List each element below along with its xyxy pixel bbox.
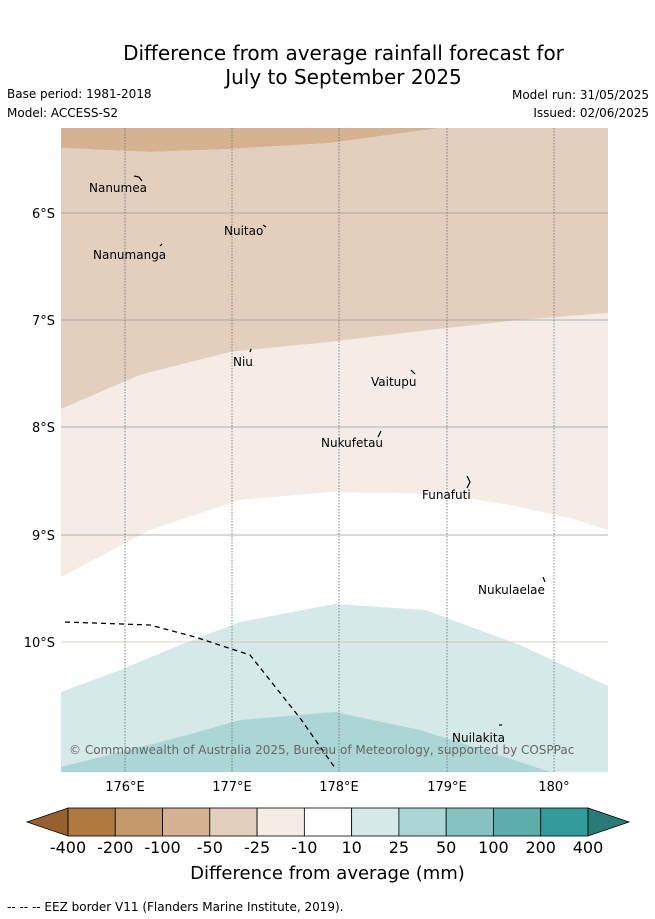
colorbar-tick-label: 10 — [341, 838, 362, 857]
base-period-text: Base period: 1981-2018 — [7, 87, 152, 101]
colorbar-title: Difference from average (mm) — [190, 863, 465, 884]
colorbar-segment — [351, 807, 400, 837]
lat-label-9s: 9°S — [32, 529, 55, 544]
island-label-nukulaelae: Nukulaelae — [478, 583, 545, 597]
island-shapes — [133, 175, 546, 726]
colorbar-segment — [398, 807, 447, 837]
lat-label-10s: 10°S — [24, 636, 55, 651]
colorbar-segment — [209, 807, 258, 837]
colorbar-tick-label: 50 — [435, 838, 457, 857]
region-minus-10 — [61, 313, 608, 577]
colorbar-segment — [67, 807, 116, 837]
island-label-niu: Niu — [233, 355, 253, 369]
island-label-nukufetau: Nukufetau — [321, 436, 383, 450]
lat-label-6s: 6°S — [32, 207, 55, 222]
island-label-vaitupu: Vaitupu — [371, 375, 417, 389]
lat-label-7s: 7°S — [32, 314, 55, 329]
region-minus-25 — [61, 128, 608, 409]
colorbar-tick-label: -25 — [244, 838, 271, 857]
colorbar-tick-label: -10 — [291, 838, 318, 857]
island-shape-nukufetau — [377, 430, 382, 438]
eez-legend-footer: -- -- -- EEZ border V11 (Flanders Marine… — [7, 900, 344, 914]
region-plus-25 — [61, 712, 550, 772]
lon-label-176e: 176°E — [105, 780, 145, 795]
model-text: Model: ACCESS-S2 — [7, 106, 119, 120]
latitude-gridlines — [61, 212, 608, 643]
island-shape-vaitupu — [410, 369, 416, 375]
island-label-funafuti: Funafuti — [422, 488, 471, 502]
colorbar-segment — [493, 807, 542, 837]
colorbar-segments — [67, 807, 589, 837]
colorbar-segment — [303, 807, 353, 837]
island-label-nuitao: Nuitao — [224, 224, 263, 238]
island-shape-nanumea — [133, 175, 143, 182]
island-shape-niu — [249, 348, 252, 353]
island-shape-funafuti — [466, 475, 471, 489]
colorbar-segment — [445, 807, 494, 837]
lon-label-179e: 179°E — [427, 780, 467, 795]
region-plus-10 — [61, 604, 608, 772]
island-shape-nanumanga — [159, 243, 163, 247]
issued-text: Issued: 02/06/2025 — [533, 106, 649, 120]
map-title-line-2: July to September 2025 — [225, 65, 462, 89]
island-shape-nukulaelae — [542, 576, 546, 583]
colorbar-segment — [540, 807, 589, 837]
lon-label-180: 180° — [538, 780, 569, 795]
colorbar-tick-label: -200 — [97, 838, 134, 857]
island-label-nanumanga: Nanumanga — [93, 248, 166, 262]
island-label-nuilakita: Nuilakita — [452, 731, 505, 745]
lon-label-177e: 177°E — [212, 780, 252, 795]
colorbar-under-triangle — [25, 807, 69, 837]
rainfall-map: Nanumea Nuitao Nanumanga Niu Vaitupu Nuk… — [24, 128, 608, 795]
lat-label-8s: 8°S — [32, 421, 55, 436]
model-run-text: Model run: 31/05/2025 — [511, 88, 649, 102]
copyright-notice: © Commonwealth of Australia 2025, Bureau… — [69, 743, 574, 757]
region-minus-50 — [61, 128, 608, 152]
colorbar-tick-label: 25 — [388, 838, 410, 857]
island-label-nanumea: Nanumea — [89, 181, 147, 195]
colorbar-tick-label: -50 — [196, 838, 223, 857]
colorbar-segment — [256, 807, 305, 837]
colorbar-tick-label: 200 — [525, 838, 556, 857]
eez-border — [64, 621, 336, 769]
colorbar-segment — [114, 807, 163, 837]
colorbar-tick-label: 400 — [572, 838, 604, 857]
island-shape-nuitao — [262, 224, 267, 228]
colorbar-over-triangle — [587, 807, 631, 837]
colorbar-tick-label: -100 — [144, 838, 181, 857]
colorbar-tick-label: -400 — [49, 838, 87, 857]
longitude-gridlines — [124, 128, 555, 772]
map-title-line-1: Difference from average rainfall forecas… — [123, 41, 564, 65]
colorbar-segment — [162, 807, 211, 837]
lon-label-178e: 178°E — [319, 780, 359, 795]
colorbar-tick-label: 100 — [478, 838, 509, 857]
